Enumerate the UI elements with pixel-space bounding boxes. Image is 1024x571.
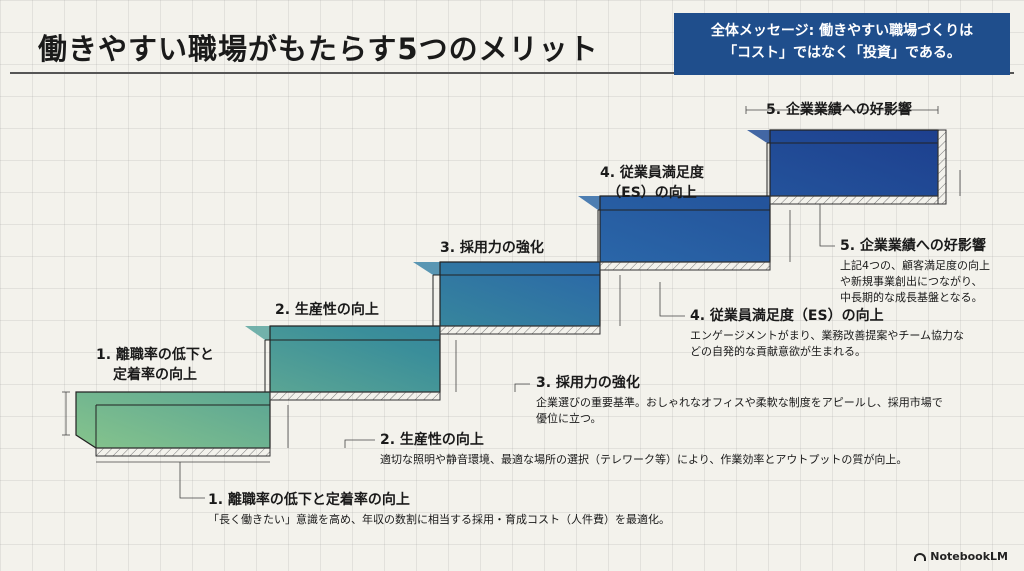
step-1-label: 1. 離職率の低下と 定着率の向上	[96, 345, 214, 385]
step-3-label: 3. 採用力の強化	[440, 240, 544, 256]
step-1-label-line1: 1. 離職率の低下と	[96, 347, 214, 363]
step-3-desc-text: 企業選びの重要基準。おしゃれなオフィスや柔軟な制度をアピールし、採用市場で 優位…	[536, 395, 943, 427]
dimension-lines	[62, 106, 961, 463]
step-3-desc-line2: 優位に立つ。	[536, 412, 602, 425]
step-1-description: 1. 離職率の低下と定着率の向上 「長く働きたい」意識を高め、年収の数割に相当す…	[208, 490, 670, 528]
step-2-desc-text: 適切な照明や静音環境、最適な場所の選択（テレワーク等）により、作業効率とアウトプ…	[380, 453, 908, 466]
step-5-label: 5. 企業業績への好影響	[766, 102, 912, 118]
step-5-desc-line3: 中長期的な成長基盤となる。	[840, 291, 983, 304]
step-1-label-line2: 定着率の向上	[112, 367, 197, 383]
step-1-desc-text: 「長く働きたい」意識を高め、年収の数割に相当する採用・育成コスト（人件費）を最適…	[208, 513, 670, 526]
page-title: 働きやすい職場がもたらす5つのメリット	[38, 32, 599, 66]
overall-message-box: 全体メッセージ: 働きやすい職場づくりは 「コスト」ではなく「投資」である。	[674, 13, 1010, 75]
step-2-desc-title: 2. 生産性の向上	[380, 432, 484, 448]
overall-message-line1: 全体メッセージ: 働きやすい職場づくりは	[710, 23, 974, 39]
step-4-label: 4. 従業員満足度 （ES）の向上	[600, 163, 704, 203]
notebooklm-icon	[914, 552, 927, 561]
leader-lines	[179, 204, 835, 499]
step-4-desc-line1: エンゲージメントがまり、業務改善提案やチーム協力な	[690, 329, 965, 342]
brand-watermark: NotebookLM	[914, 550, 1008, 563]
step-2-description: 2. 生産性の向上 適切な照明や静音環境、最適な場所の選択（テレワーク等）により…	[380, 430, 907, 468]
title-divider	[10, 72, 1014, 74]
step-front-faces	[95, 142, 938, 448]
step-4-desc-title: 4. 従業員満足度（ES）の向上	[690, 308, 884, 324]
step-4-label-line1: 4. 従業員満足度	[600, 165, 704, 181]
step-1-desc-title: 1. 離職率の低下と定着率の向上	[208, 492, 410, 508]
step-3-desc-line1: 企業選びの重要基準。おしゃれなオフィスや柔軟な制度をアピールし、採用市場で	[536, 396, 943, 409]
step-3-desc-title: 3. 採用力の強化	[536, 375, 640, 391]
step-2-label: 2. 生産性の向上	[275, 302, 379, 318]
hatched-ledges	[95, 129, 947, 457]
step-5-desc-line1: 上記4つの、顧客満足度の向上	[840, 259, 990, 272]
step-4-description: 4. 従業員満足度（ES）の向上 エンゲージメントがまり、業務改善提案やチーム協…	[690, 306, 964, 360]
step-4-desc-line2: どの自発的な貢献意欲が生まれる。	[690, 345, 866, 358]
step-3-description: 3. 採用力の強化 企業選びの重要基準。おしゃれなオフィスや柔軟な制度をアピール…	[536, 373, 943, 427]
step-5-desc-title: 5. 企業業績への好影響	[840, 238, 986, 254]
step-4-desc-text: エンゲージメントがまり、業務改善提案やチーム協力な どの自発的な貢献意欲が生まれ…	[690, 328, 964, 360]
brand-name: NotebookLM	[930, 550, 1008, 563]
step-5-description: 5. 企業業績への好影響 上記4つの、顧客満足度の向上 や新規事業創出につながり…	[840, 236, 990, 306]
overall-message-line2: 「コスト」ではなく「投資」である。	[723, 45, 961, 61]
step-5-desc-text: 上記4つの、顧客満足度の向上 や新規事業創出につながり、 中長期的な成長基盤とな…	[840, 258, 990, 306]
step-4-label-line2: （ES）の向上	[607, 185, 697, 201]
step-5-desc-line2: や新規事業創出につながり、	[840, 275, 983, 288]
